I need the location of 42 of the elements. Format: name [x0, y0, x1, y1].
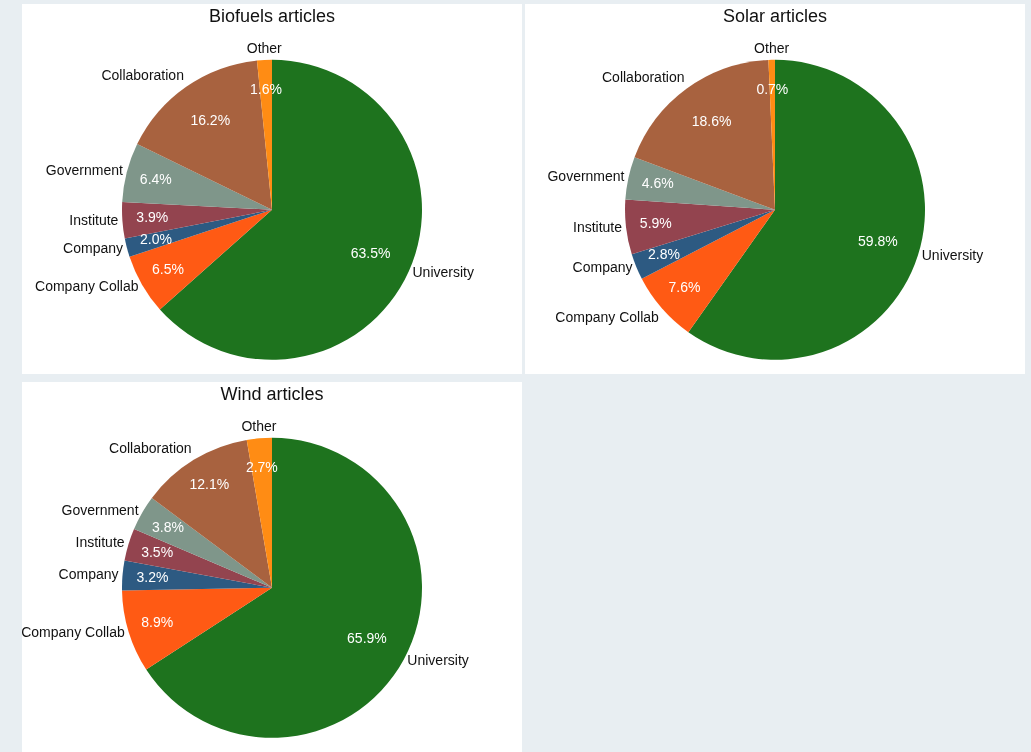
slice-label: Company [572, 259, 633, 276]
data-label: 12.1% [189, 476, 230, 493]
slice-label: University [921, 247, 984, 264]
slice-label: Other [754, 39, 790, 56]
data-label: 18.6% [691, 113, 732, 130]
slice-label: Institute [69, 211, 119, 228]
chart-title: Wind articles [220, 383, 324, 404]
data-label: 3.2% [136, 568, 169, 585]
slice-label: Government [61, 501, 139, 518]
data-label: 4.6% [641, 175, 674, 192]
slice-label: Institute [75, 534, 125, 551]
slice-label: Government [45, 162, 123, 179]
data-label: 8.9% [141, 613, 174, 630]
slice-label: Collaboration [601, 69, 685, 86]
data-label: 3.8% [152, 518, 184, 535]
slice-label: University [407, 652, 469, 669]
chart-title: Biofuels articles [208, 5, 336, 26]
slice-label: Company Collab [35, 277, 139, 294]
data-label: 63.5% [350, 244, 391, 261]
data-label: 16.2% [190, 112, 231, 129]
slice-label: Collaboration [109, 440, 192, 457]
slice-label: Other [246, 39, 283, 56]
slice-label: Company [58, 565, 119, 582]
data-label: 3.5% [141, 543, 174, 560]
slice-label: Company [63, 239, 124, 256]
data-label: 2.0% [139, 231, 172, 248]
slice-label: Institute [573, 218, 623, 235]
data-label: 6.5% [152, 260, 184, 277]
data-label: 59.8% [858, 233, 898, 250]
slice-label: Other [241, 418, 277, 435]
data-label: 3.9% [136, 209, 169, 226]
data-label: 2.8% [648, 246, 680, 263]
slice-label: University [412, 263, 474, 280]
chart-title: Solar articles [722, 5, 828, 26]
slice-label: Collaboration [101, 67, 184, 84]
slice-label: Company Collab [21, 623, 125, 640]
data-label: 7.6% [668, 279, 701, 296]
data-label: 6.4% [139, 170, 172, 187]
slice-label: Government [547, 168, 625, 185]
data-label: 65.9% [347, 630, 387, 647]
data-label: 5.9% [639, 214, 672, 231]
slice-label: Company Collab [555, 308, 660, 325]
